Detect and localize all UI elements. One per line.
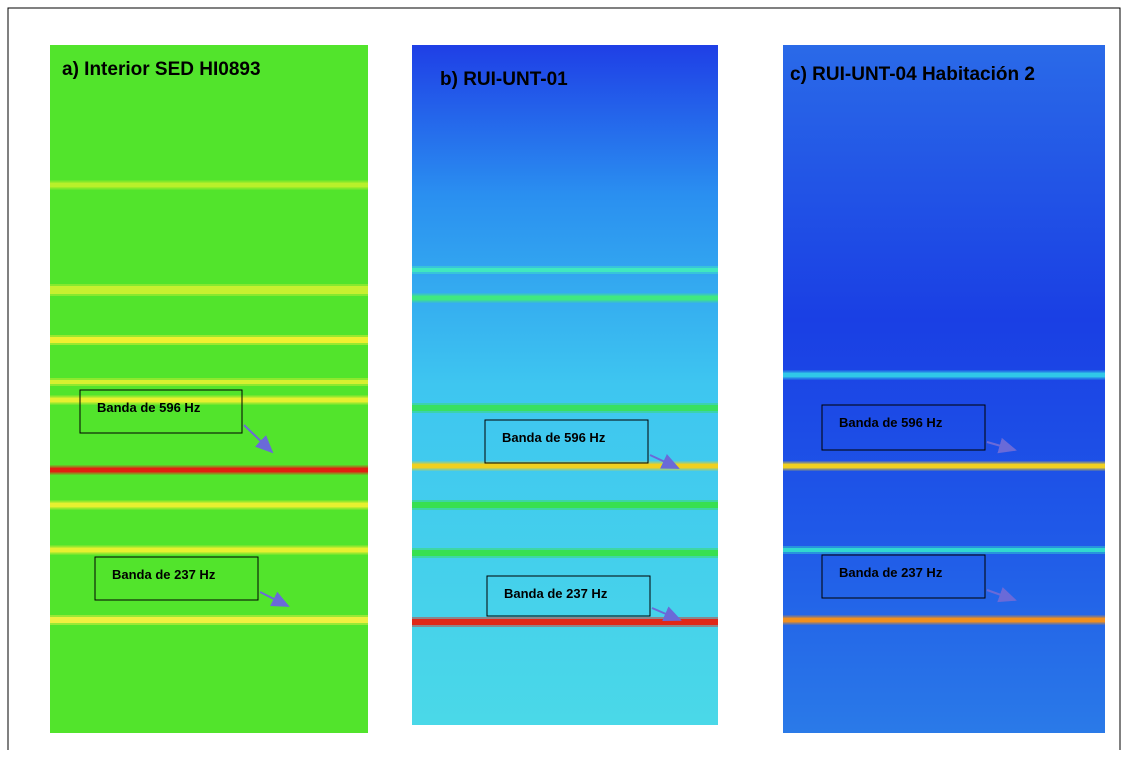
panel-title: c) RUI-UNT-04 Habitación 2	[790, 64, 1035, 85]
annotation-box	[486, 575, 651, 617]
annotation-arrow	[243, 424, 274, 454]
annotation-label: Banda de 237 Hz	[839, 565, 943, 580]
annotation-arrow	[986, 437, 1017, 454]
annotation-arrow	[651, 606, 682, 622]
band-stripe	[50, 617, 368, 623]
band-stripe	[50, 467, 368, 473]
band-stripe	[412, 405, 718, 411]
band-stripe	[783, 548, 1105, 552]
annotation-arrow	[649, 454, 680, 469]
band-stripe	[412, 619, 718, 625]
band-stripe	[412, 295, 718, 301]
annotation-arrow	[259, 591, 290, 607]
band-stripe	[50, 397, 368, 403]
annotation-arrow	[986, 587, 1017, 603]
annotation-label: Banda de 596 Hz	[97, 400, 201, 415]
band-stripe	[50, 286, 368, 294]
band-stripe	[50, 380, 368, 384]
band-stripe	[412, 502, 718, 508]
panel-title: a) Interior SED HI0893	[62, 59, 261, 80]
frame	[7, 7, 1121, 750]
annotation-box	[79, 389, 243, 434]
annotation-box	[821, 554, 986, 599]
band-stripe	[412, 268, 718, 272]
band-stripe	[412, 550, 718, 556]
band-stripe	[783, 372, 1105, 378]
band-stripe	[50, 502, 368, 508]
spectrogram-c	[783, 45, 1105, 733]
band-stripe	[50, 337, 368, 343]
annotation-box	[484, 419, 649, 464]
spectrogram-a	[50, 45, 368, 733]
panel-title: b) RUI-UNT-01	[440, 69, 568, 90]
band-stripe	[783, 463, 1105, 469]
annotation-label: Banda de 596 Hz	[502, 430, 606, 445]
annotation-label: Banda de 596 Hz	[839, 415, 943, 430]
annotation-box	[94, 556, 259, 601]
annotation-label: Banda de 237 Hz	[504, 586, 608, 601]
band-stripe	[50, 547, 368, 553]
band-stripe	[412, 463, 718, 469]
annotation-box	[821, 404, 986, 451]
band-stripe	[783, 617, 1105, 623]
band-stripe	[50, 182, 368, 188]
annotation-label: Banda de 237 Hz	[112, 567, 216, 582]
